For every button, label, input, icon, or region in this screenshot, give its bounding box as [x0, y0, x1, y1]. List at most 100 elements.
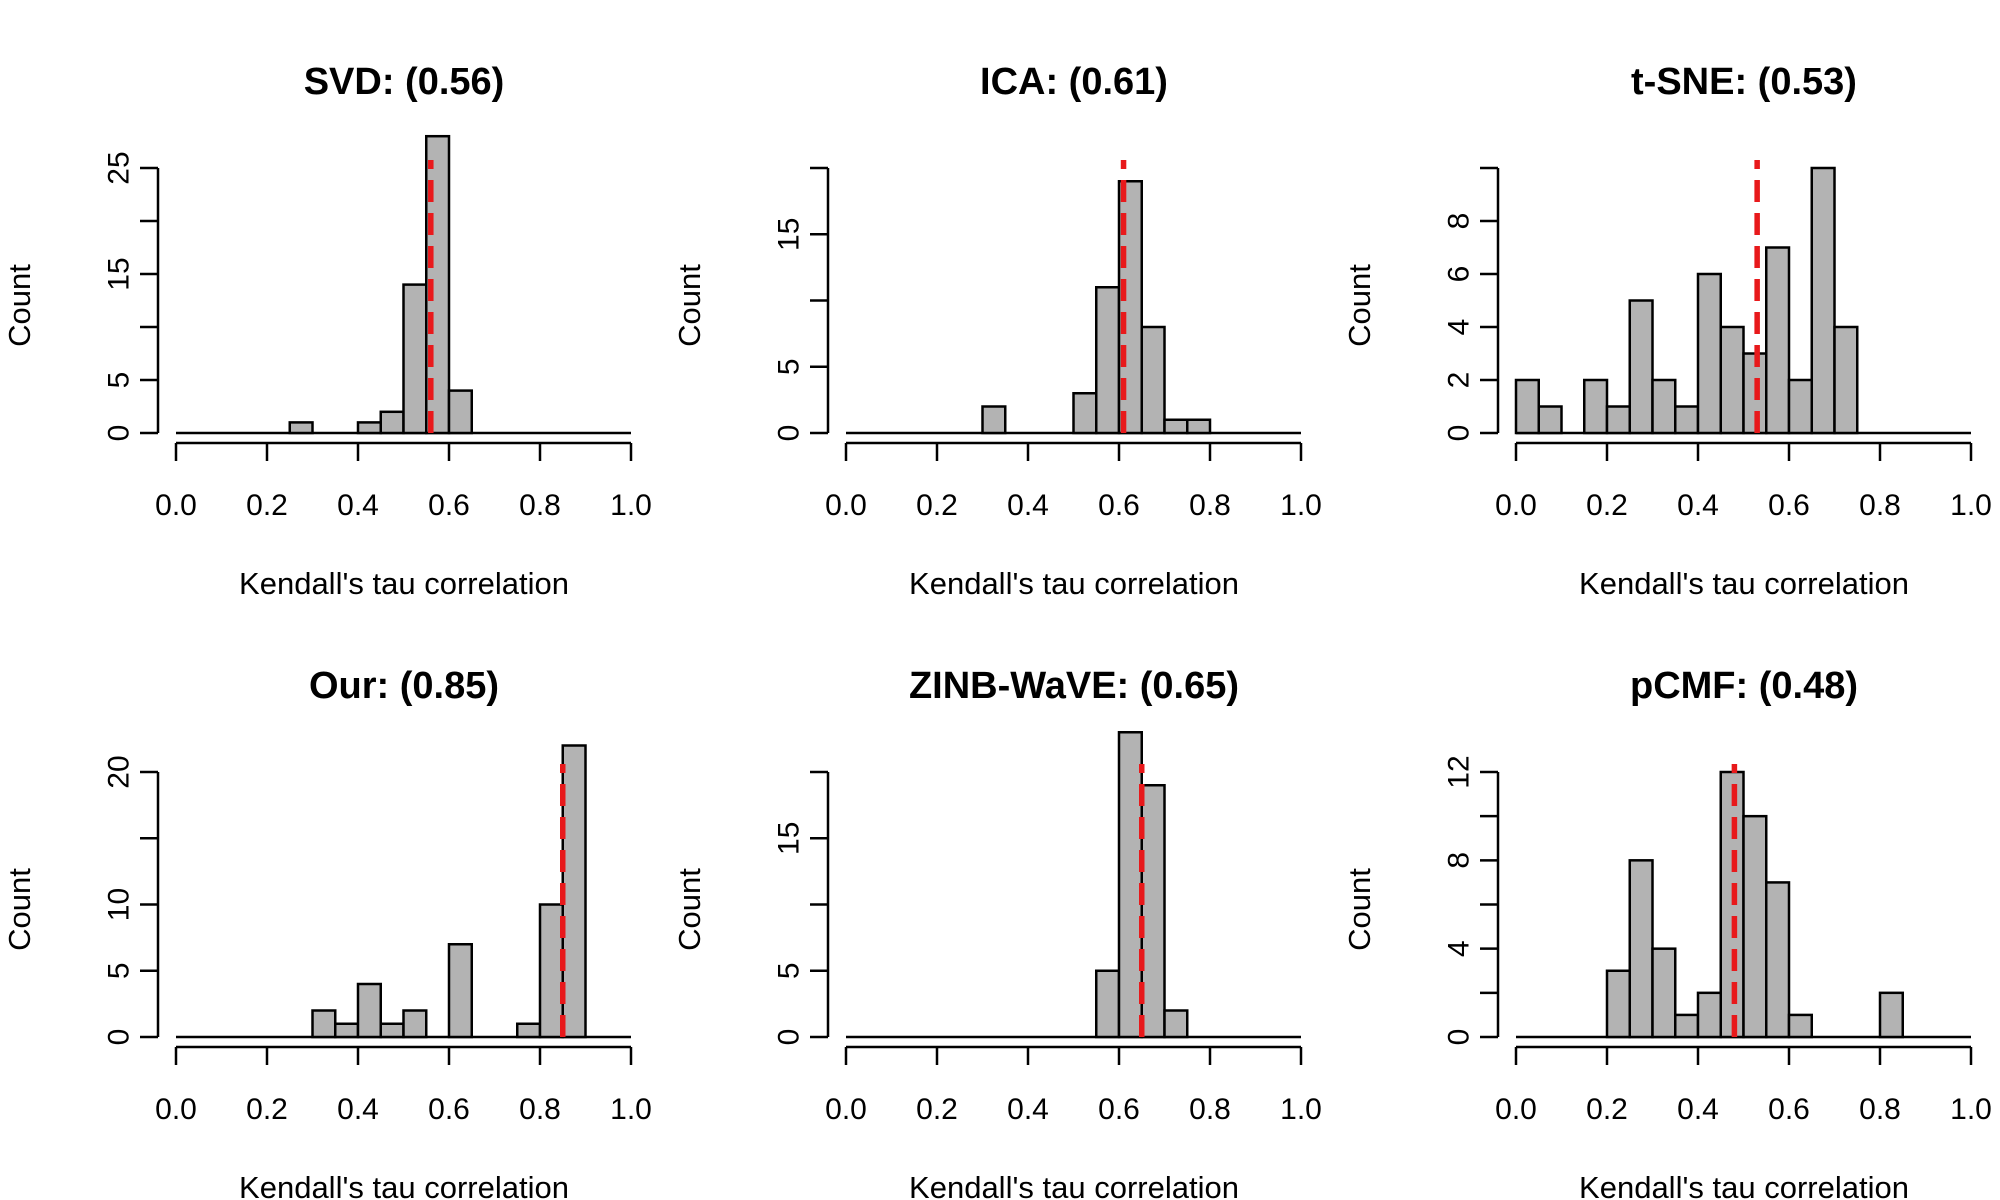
histogram-panel: pCMF: (0.48) 0 4 8 12 Count 0.0 0.2 0.4 0.6 0.8 1.0…	[1342, 665, 1992, 1200]
histogram-bar	[1742, 814, 1768, 1039]
x-tick-label: 0.2	[1586, 1093, 1628, 1126]
histogram-bar	[1095, 286, 1121, 435]
x-tick-label: 1.0	[610, 1093, 652, 1126]
histogram-bar	[379, 410, 405, 435]
x-tick-label: 0.4	[337, 1093, 379, 1126]
x-tick-label: 0.6	[1098, 1093, 1140, 1126]
chart-title: ICA: (0.61)	[980, 61, 1168, 103]
x-axis-label: Kendall's tau correlation	[239, 1170, 569, 1200]
histogram-bar	[1514, 378, 1540, 435]
x-axis-label: Kendall's tau correlation	[1579, 566, 1909, 601]
histogram-bar	[1651, 947, 1677, 1039]
histogram-bar	[538, 903, 564, 1039]
histogram-bar	[1765, 881, 1791, 1039]
histogram-bar	[1628, 859, 1654, 1039]
histogram-bar	[1878, 991, 1904, 1039]
y-axis-label: Count	[2, 264, 37, 347]
histogram-bar	[1117, 180, 1143, 435]
x-tick-label: 0.6	[428, 489, 470, 522]
x-tick-label: 1.0	[1950, 489, 1992, 522]
y-tick-label: 5	[773, 358, 806, 375]
x-tick-label: 0.4	[1007, 1093, 1049, 1126]
x-tick-label: 1.0	[1280, 489, 1322, 522]
histogram-bar	[1787, 378, 1813, 435]
x-tick-label: 0.6	[1768, 489, 1810, 522]
histogram-bar	[1605, 969, 1631, 1039]
histogram-bar	[1651, 378, 1677, 435]
histogram-bar	[447, 389, 473, 435]
histogram-bar	[1833, 325, 1859, 435]
y-tick-label: 0	[103, 1029, 136, 1046]
y-tick-label: 4	[1443, 940, 1476, 957]
x-tick-label: 0.6	[428, 1093, 470, 1126]
x-tick-label: 0.8	[1189, 1093, 1231, 1126]
y-axis-label: Count	[672, 868, 707, 951]
histogram-bar	[1628, 299, 1654, 435]
y-tick-label: 15	[773, 822, 806, 855]
histogram-bar	[1674, 405, 1700, 435]
y-axis-label: Count	[1342, 868, 1377, 951]
histogram-bar	[1674, 1013, 1700, 1039]
chart-title: Our: (0.85)	[309, 665, 499, 707]
histogram-panel: t-SNE: (0.53) 0 2 4 6 8 Count 0.0 0.2 0.4 0.6 0.8 1.…	[1342, 61, 1992, 601]
histogram-bar	[1583, 378, 1609, 435]
y-tick-label: 4	[1443, 319, 1476, 336]
x-tick-label: 0.8	[1859, 1093, 1901, 1126]
histogram-bar	[1765, 246, 1791, 435]
histogram-panel: ZINB-WaVE: (0.65) 0 5 15 Count 0.0 0.2 0.4 0.6 0.…	[672, 665, 1322, 1200]
histogram-bar	[334, 1022, 360, 1039]
y-tick-label: 20	[103, 755, 136, 788]
histogram-bar	[356, 982, 382, 1039]
y-tick-label: 0	[1443, 1029, 1476, 1046]
x-tick-label: 0.0	[155, 1093, 197, 1126]
x-tick-label: 0.2	[916, 1093, 958, 1126]
histogram-bar	[981, 405, 1007, 435]
histogram-panel: SVD: (0.56) 0 5 15 25 Count 0.0 0.2 0.4 0.6 0.8 1.0…	[2, 61, 652, 601]
x-tick-label: 0.4	[337, 489, 379, 522]
x-tick-label: 0.2	[916, 489, 958, 522]
chart-title: ZINB-WaVE: (0.65)	[909, 665, 1239, 707]
x-tick-label: 0.2	[1586, 489, 1628, 522]
histogram-bar	[1095, 969, 1121, 1039]
histogram-bar	[1787, 1013, 1813, 1039]
y-tick-label: 5	[103, 372, 136, 389]
x-tick-label: 0.8	[519, 489, 561, 522]
y-tick-label: 2	[1443, 372, 1476, 389]
x-tick-label: 0.4	[1677, 1093, 1719, 1126]
histogram-bar	[1696, 991, 1722, 1039]
x-tick-label: 0.0	[1495, 489, 1537, 522]
chart-title: SVD: (0.56)	[304, 61, 505, 103]
x-tick-label: 0.0	[1495, 1093, 1537, 1126]
histogram-bar	[311, 1009, 337, 1039]
histogram-bar	[1537, 405, 1563, 435]
histogram-bar	[1072, 392, 1098, 435]
histogram-bar	[516, 1022, 542, 1039]
histogram-bar	[356, 421, 382, 435]
histogram-bar	[1810, 166, 1836, 435]
histogram-bar	[1140, 325, 1166, 435]
y-axis-label: Count	[1342, 264, 1377, 347]
x-axis-label: Kendall's tau correlation	[239, 566, 569, 601]
histogram-bar	[402, 283, 428, 435]
y-tick-label: 0	[773, 1029, 806, 1046]
y-tick-label: 0	[103, 425, 136, 442]
x-tick-label: 0.8	[1859, 489, 1901, 522]
histogram-panel: ICA: (0.61) 0 5 15 Count 0.0 0.2 0.4 0.6 0.8 1.0 Ke…	[672, 61, 1322, 601]
x-tick-label: 0.0	[825, 1093, 867, 1126]
histogram-bar	[561, 744, 587, 1039]
y-tick-label: 8	[1443, 852, 1476, 869]
y-tick-label: 15	[773, 218, 806, 251]
y-tick-label: 25	[103, 151, 136, 184]
y-tick-label: 8	[1443, 213, 1476, 230]
histogram-bar	[288, 421, 314, 435]
x-tick-label: 0.0	[825, 489, 867, 522]
x-tick-label: 0.4	[1677, 489, 1719, 522]
histogram-bar	[447, 943, 473, 1039]
x-tick-label: 0.6	[1098, 489, 1140, 522]
y-axis-label: Count	[672, 264, 707, 347]
x-tick-label: 1.0	[1950, 1093, 1992, 1126]
y-tick-label: 15	[103, 257, 136, 290]
histogram-bar	[1117, 731, 1143, 1039]
x-tick-label: 0.8	[1189, 489, 1231, 522]
